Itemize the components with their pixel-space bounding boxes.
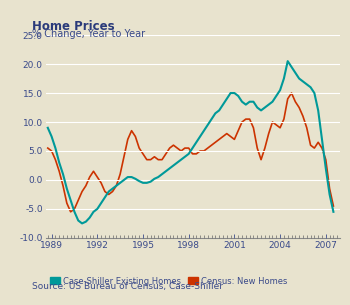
Text: Home Prices: Home Prices	[32, 20, 114, 33]
Text: Source: US Bureau of Census, Case-Shiller: Source: US Bureau of Census, Case-Shille…	[32, 282, 223, 291]
Legend: Case-Shiller Existing Homes, Census: New Homes: Case-Shiller Existing Homes, Census: New…	[50, 277, 287, 285]
Text: % Change, Year to Year: % Change, Year to Year	[32, 29, 145, 39]
